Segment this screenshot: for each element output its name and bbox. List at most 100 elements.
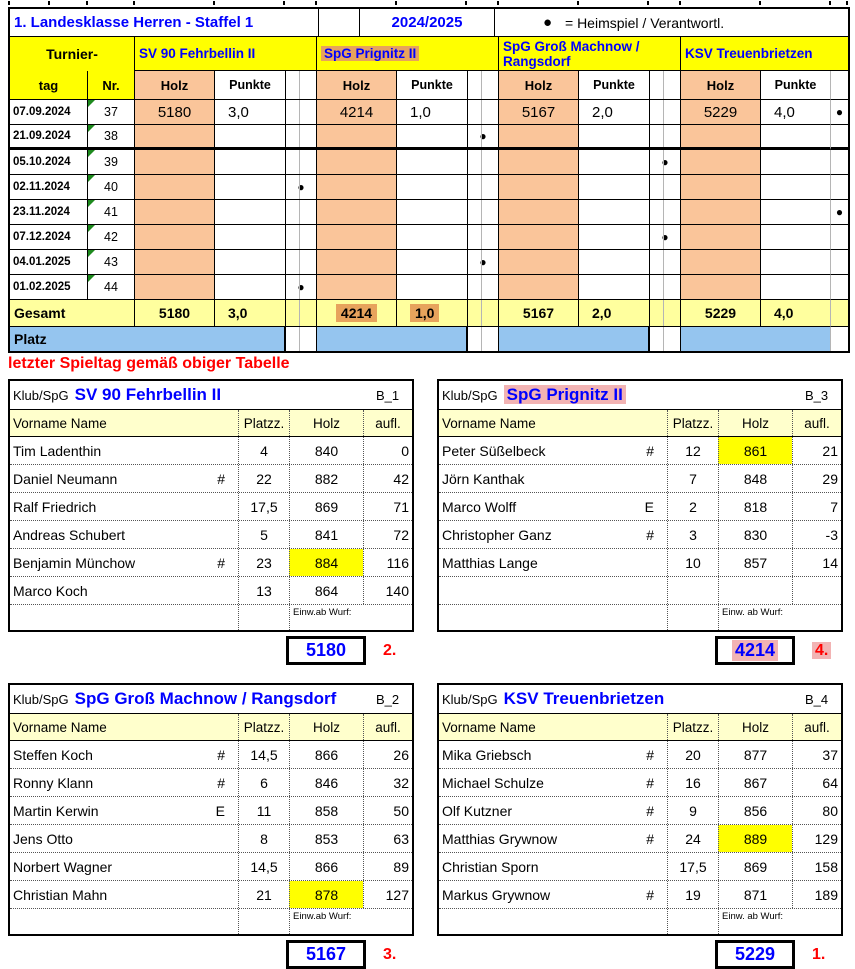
player-marker: # (217, 746, 225, 763)
player-name: Christian Sporn (442, 858, 539, 875)
punkte-header: Punkte (215, 71, 285, 100)
spacer-cell (649, 275, 681, 300)
player-name-cell: Matthias Lange (439, 549, 667, 576)
player-name: Peter Süßelbeck (442, 442, 546, 459)
team-rank-value: 4. (812, 641, 832, 659)
spacer-cell (649, 71, 681, 100)
player-platzz-cell: 8 (238, 825, 289, 852)
player-aufl-cell: 80 (792, 797, 841, 824)
player-name-cell: Michael Schulze # (439, 769, 667, 796)
roster-table-box: Klub/SpG SpG Groß Machnow / Rangsdorf B_2 V… (8, 683, 414, 936)
player-marker: E (644, 498, 654, 515)
player-platzz-cell: 16 (667, 769, 718, 796)
spacer-cell (285, 250, 317, 275)
player-holz-cell: 864 (289, 577, 363, 604)
end-cell (831, 275, 848, 300)
team-total-box: 4214 (715, 636, 795, 665)
roster-player-row: Markus Grywnow #19 871 189 (439, 881, 841, 909)
player-holz-cell: 878 (289, 881, 363, 908)
player-aufl-cell: 72 (363, 521, 412, 548)
player-name: Mika Griebsch (442, 746, 532, 763)
platz-team-cell (317, 327, 467, 351)
roster-player-row: Christopher Ganz #3 830 -3 (439, 521, 841, 549)
roster-player-row: Ralf Friedrich 17,5 869 71 (10, 493, 412, 521)
player-holz-cell: 866 (289, 741, 363, 768)
date-cell: 07.09.2024 (10, 100, 88, 125)
spacer-cell (649, 327, 681, 351)
name-column-header: Vorname Name (442, 719, 536, 735)
roster-team-name: SpG Prignitz II (503, 385, 805, 405)
team-total-box: 5180 (286, 636, 366, 665)
player-aufl-cell: 189 (792, 881, 841, 908)
holz-cell (317, 250, 397, 275)
date-cell: 05.10.2024 (10, 150, 88, 175)
holz-cell (499, 275, 579, 300)
player-platzz-cell: 17,5 (238, 493, 289, 520)
spacer-cell (467, 71, 499, 100)
player-name: Martin Kerwin (13, 802, 99, 819)
punkte-cell (579, 125, 649, 150)
heimspiel-dot-cell: ● (649, 225, 681, 250)
roster-player-row: Olf Kutzner #9 856 80 (439, 797, 841, 825)
spacer-cell (285, 225, 317, 250)
holz-cell (135, 275, 215, 300)
aufl-column-header: aufl. (363, 714, 412, 740)
holz-header: Holz (317, 71, 397, 100)
player-marker: # (646, 442, 654, 459)
roster-table-box: Klub/SpG KSV Treuenbrietzen B_4 Vorname Nam… (437, 683, 843, 936)
punkte-cell (215, 225, 285, 250)
nr-cell: 38 (88, 125, 135, 150)
player-holz-cell: 857 (718, 549, 792, 576)
date-cell: 01.02.2025 (10, 275, 88, 300)
player-platzz-cell: 9 (667, 797, 718, 824)
team-header-2: SpG Prignitz II (317, 37, 499, 71)
platzz-column-header: Platzz. (667, 714, 718, 740)
player-platzz-cell: 2 (667, 493, 718, 520)
team-header-1: SV 90 Fehrbellin II (135, 37, 317, 71)
player-name-cell: Andreas Schubert (10, 521, 238, 548)
gesamt-punkte-highlight: 1,0 (410, 304, 440, 322)
roster-table-box: Klub/SpG SV 90 Fehrbellin II B_1 Vorname Na… (8, 379, 414, 632)
name-column-header: Vorname Name (13, 719, 107, 735)
team-rank: 2. (383, 641, 397, 659)
holz-cell (135, 125, 215, 150)
player-platzz-cell: 14,5 (238, 853, 289, 880)
heimspiel-dot-cell: ● (285, 175, 317, 200)
spacer-cell (467, 300, 499, 327)
roster-title-row: Klub/SpG SpG Groß Machnow / Rangsdorf B_2 (10, 685, 412, 714)
einwurf-label: Einw. ab Wurf: (718, 909, 841, 934)
player-holz-cell: 856 (718, 797, 792, 824)
player-name-cell (439, 577, 667, 604)
punkte-cell: 1,0 (397, 100, 467, 125)
player-platzz-cell (667, 577, 718, 604)
punkte-cell (579, 275, 649, 300)
player-platzz-cell: 11 (238, 797, 289, 824)
spacer-cell (649, 300, 681, 327)
punkte-cell (761, 150, 831, 175)
holz-cell (317, 150, 397, 175)
player-aufl-cell: 29 (792, 465, 841, 492)
player-platzz-cell: 19 (667, 881, 718, 908)
punkte-cell (397, 275, 467, 300)
spacer-cell (649, 250, 681, 275)
heimspiel-dot-cell: ● (649, 150, 681, 175)
roster-einwurf-row: Einw.ab Wurf: (10, 605, 412, 630)
platz-team-cell (681, 327, 831, 351)
player-name-cell: Marco Wolff E (439, 493, 667, 520)
roster-team-highlight: SpG Prignitz II (503, 385, 626, 404)
player-holz-cell: 867 (718, 769, 792, 796)
punkte-header: Punkte (761, 71, 831, 100)
punkte-cell: 4,0 (761, 100, 831, 125)
punkte-cell (761, 250, 831, 275)
klub-label: Klub/SpG (13, 691, 69, 707)
holz-cell (135, 250, 215, 275)
player-platzz-cell: 17,5 (667, 853, 718, 880)
player-holz-cell: 853 (289, 825, 363, 852)
tag-header: tag (10, 71, 88, 100)
player-aufl-cell (792, 577, 841, 604)
name-column-header: Vorname Name (13, 415, 107, 431)
player-aufl-cell: 32 (363, 769, 412, 796)
roster-player-row: Marco Koch 13 864 140 (10, 577, 412, 605)
holz-cell (317, 275, 397, 300)
holz-cell (499, 125, 579, 150)
